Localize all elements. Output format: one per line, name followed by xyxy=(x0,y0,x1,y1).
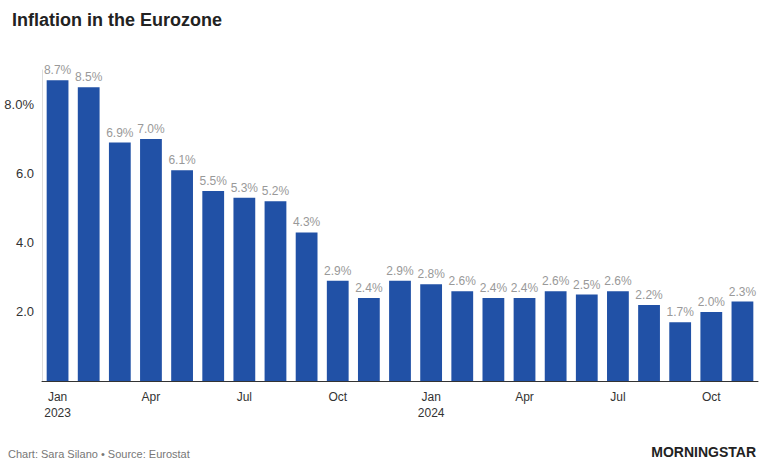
svg-text:5.3%: 5.3% xyxy=(231,181,259,195)
svg-text:5.2%: 5.2% xyxy=(262,184,290,198)
svg-text:MORNINGSTAR: MORNINGSTAR xyxy=(651,444,756,460)
svg-text:8.0%: 8.0% xyxy=(4,97,34,112)
svg-text:Apr: Apr xyxy=(142,390,161,404)
svg-text:Jul: Jul xyxy=(237,390,252,404)
svg-text:2023: 2023 xyxy=(44,406,71,420)
svg-text:7.0%: 7.0% xyxy=(137,122,165,136)
svg-text:6.1%: 6.1% xyxy=(168,153,196,167)
svg-text:2.6%: 2.6% xyxy=(449,274,477,288)
svg-text:6.0: 6.0 xyxy=(16,166,34,181)
svg-text:5.5%: 5.5% xyxy=(200,174,228,188)
svg-text:Jan: Jan xyxy=(421,390,440,404)
svg-text:2.9%: 2.9% xyxy=(324,264,352,278)
svg-text:2.0: 2.0 xyxy=(16,304,34,319)
svg-text:8.5%: 8.5% xyxy=(75,70,103,84)
svg-text:2024: 2024 xyxy=(418,406,445,420)
svg-text:2.9%: 2.9% xyxy=(386,264,414,278)
svg-text:Oct: Oct xyxy=(328,390,347,404)
svg-text:2.6%: 2.6% xyxy=(542,274,570,288)
svg-text:Chart: Sara Silano • Source: E: Chart: Sara Silano • Source: Eurostat xyxy=(8,448,190,460)
svg-text:Jan: Jan xyxy=(48,390,67,404)
svg-text:6.9%: 6.9% xyxy=(106,126,134,140)
svg-text:1.7%: 1.7% xyxy=(666,305,694,319)
svg-text:2.4%: 2.4% xyxy=(480,281,508,295)
svg-text:2.8%: 2.8% xyxy=(417,267,445,281)
svg-text:2.6%: 2.6% xyxy=(604,274,632,288)
svg-text:2.4%: 2.4% xyxy=(511,281,539,295)
svg-text:4.0: 4.0 xyxy=(16,235,34,250)
svg-text:2.3%: 2.3% xyxy=(729,285,757,299)
svg-text:4.3%: 4.3% xyxy=(293,215,321,229)
svg-text:Jul: Jul xyxy=(610,390,625,404)
svg-text:Inflation in the Eurozone: Inflation in the Eurozone xyxy=(12,10,222,30)
svg-text:2.0%: 2.0% xyxy=(698,295,726,309)
svg-text:2.5%: 2.5% xyxy=(573,278,601,292)
svg-text:2.4%: 2.4% xyxy=(355,281,383,295)
svg-text:Apr: Apr xyxy=(515,390,534,404)
svg-text:2.2%: 2.2% xyxy=(635,288,663,302)
svg-text:Oct: Oct xyxy=(702,390,721,404)
svg-text:8.7%: 8.7% xyxy=(44,63,72,77)
